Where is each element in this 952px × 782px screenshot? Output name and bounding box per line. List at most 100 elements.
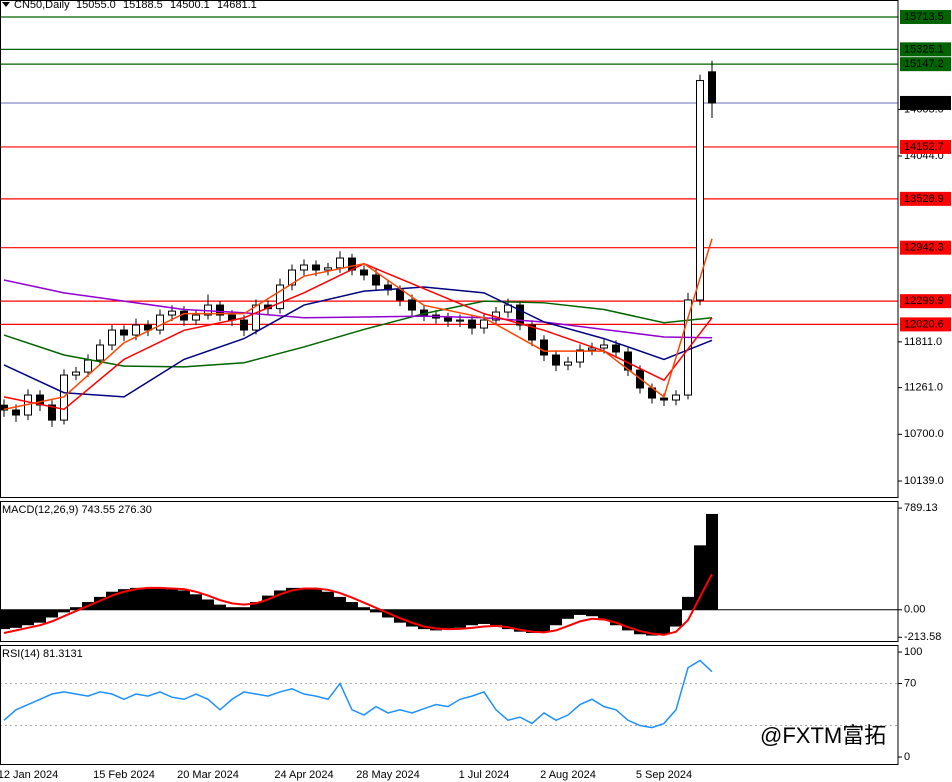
- macd-bar: [22, 609, 34, 626]
- candle-body: [600, 344, 608, 349]
- macd-bar: [298, 587, 310, 610]
- macd-bar: [118, 589, 130, 610]
- symbol-title: CN50,Daily: [14, 0, 70, 11]
- x-tick-label: 2 Aug 2024: [540, 769, 596, 781]
- macd-bar: [286, 587, 298, 610]
- candle-body: [408, 299, 416, 311]
- macd-bar: [442, 609, 454, 630]
- candle-body: [564, 361, 572, 366]
- macd-bar: [478, 609, 490, 624]
- moving-average: [3, 286, 713, 398]
- level-label-box: [900, 42, 951, 57]
- level-label-box: [900, 139, 951, 154]
- x-tick-label: 1 Jul 2024: [459, 769, 510, 781]
- macd-bar: [502, 609, 514, 630]
- macd-bar: [70, 607, 82, 610]
- macd-bar: [658, 609, 670, 635]
- candle-body: [108, 329, 116, 346]
- ohlc-value: 15188.5: [123, 0, 163, 11]
- candle-body: [468, 319, 476, 329]
- macd-bar: [646, 609, 658, 636]
- candle-body: [312, 264, 320, 271]
- macd-bar: [706, 513, 718, 610]
- macd-bar: [46, 609, 58, 618]
- candle-body: [84, 359, 92, 373]
- level-label-box: [900, 10, 951, 25]
- moving-average: [3, 300, 713, 368]
- macd-bar: [238, 607, 250, 610]
- macd-bar: [178, 590, 190, 610]
- macd-bar: [334, 596, 346, 610]
- candle-body: [72, 371, 80, 376]
- level-label-box: [900, 240, 951, 255]
- x-tick-label: 5 Sep 2024: [636, 769, 692, 781]
- candle-body: [216, 304, 224, 316]
- macd-bar: [358, 607, 370, 610]
- macd-bar: [550, 609, 562, 626]
- macd-bar: [0, 609, 10, 630]
- panel-frame: [0, 645, 899, 765]
- macd-bar: [58, 609, 70, 613]
- macd-bar: [10, 609, 22, 628]
- candle-body: [696, 80, 704, 301]
- ohlc-value: 14500.1: [170, 0, 210, 11]
- macd-bar: [166, 589, 178, 610]
- moving-average: [3, 279, 713, 339]
- rsi-line: [3, 659, 713, 729]
- macd-bar: [514, 609, 526, 632]
- level-label: 14152.7: [904, 141, 944, 153]
- macd-bar: [454, 609, 466, 628]
- candle-body: [276, 284, 284, 310]
- candle-body: [456, 319, 464, 322]
- level-label-box: [900, 191, 951, 206]
- macd-bar: [250, 602, 262, 610]
- current-price-box: [900, 95, 951, 110]
- candle-body: [480, 319, 488, 329]
- macd-bar: [694, 545, 706, 610]
- panel-frame: [0, 0, 899, 498]
- level-label-box: [900, 57, 951, 72]
- level-label: 13528.9: [904, 193, 944, 205]
- y-tick-label: 11261.0: [904, 382, 943, 394]
- candle-body: [336, 257, 344, 269]
- candle-body: [48, 404, 56, 421]
- macd-bar: [682, 596, 694, 610]
- ohlc-value: 15055.0: [76, 0, 116, 11]
- candle-body: [168, 310, 176, 316]
- candle-body: [132, 324, 140, 336]
- macd-bar: [574, 609, 586, 615]
- candle-body: [300, 264, 308, 271]
- macd-bar: [586, 609, 598, 617]
- y-tick-label: 10139.0: [904, 475, 944, 487]
- signal-line: [3, 573, 713, 636]
- candle-body: [252, 304, 260, 331]
- candle-body: [516, 304, 524, 326]
- candle-body: [192, 314, 200, 321]
- candle-body: [612, 344, 620, 353]
- macd-bar: [346, 602, 358, 610]
- candle-body: [12, 409, 20, 416]
- candle-body: [120, 329, 128, 336]
- candle-body: [396, 289, 404, 301]
- candle-body: [144, 324, 152, 331]
- macd-bar: [130, 587, 142, 610]
- indicator-title: RSI(14) 81.3131: [2, 648, 83, 660]
- candle-body: [240, 319, 248, 331]
- macd-bar: [154, 588, 166, 610]
- level-label: 15713.5: [904, 11, 944, 23]
- level-label: 15147.2: [904, 58, 944, 70]
- macd-bar: [226, 607, 238, 610]
- level-label: 12020.6: [904, 318, 944, 330]
- candle-body: [660, 397, 668, 401]
- current-price-label: 14681.1: [904, 97, 944, 109]
- indicator-title: MACD(12,26,9) 743.55 276.30: [2, 504, 152, 516]
- candle-body: [360, 269, 368, 276]
- x-tick-label: 28 May 2024: [356, 769, 420, 781]
- y-tick-label: 10700.0: [904, 428, 944, 440]
- candle-body: [552, 354, 560, 366]
- y-tick-label: 70: [904, 677, 916, 689]
- macd-bar: [322, 591, 334, 610]
- macd-bar: [370, 609, 382, 613]
- y-tick-label: 0: [904, 751, 910, 763]
